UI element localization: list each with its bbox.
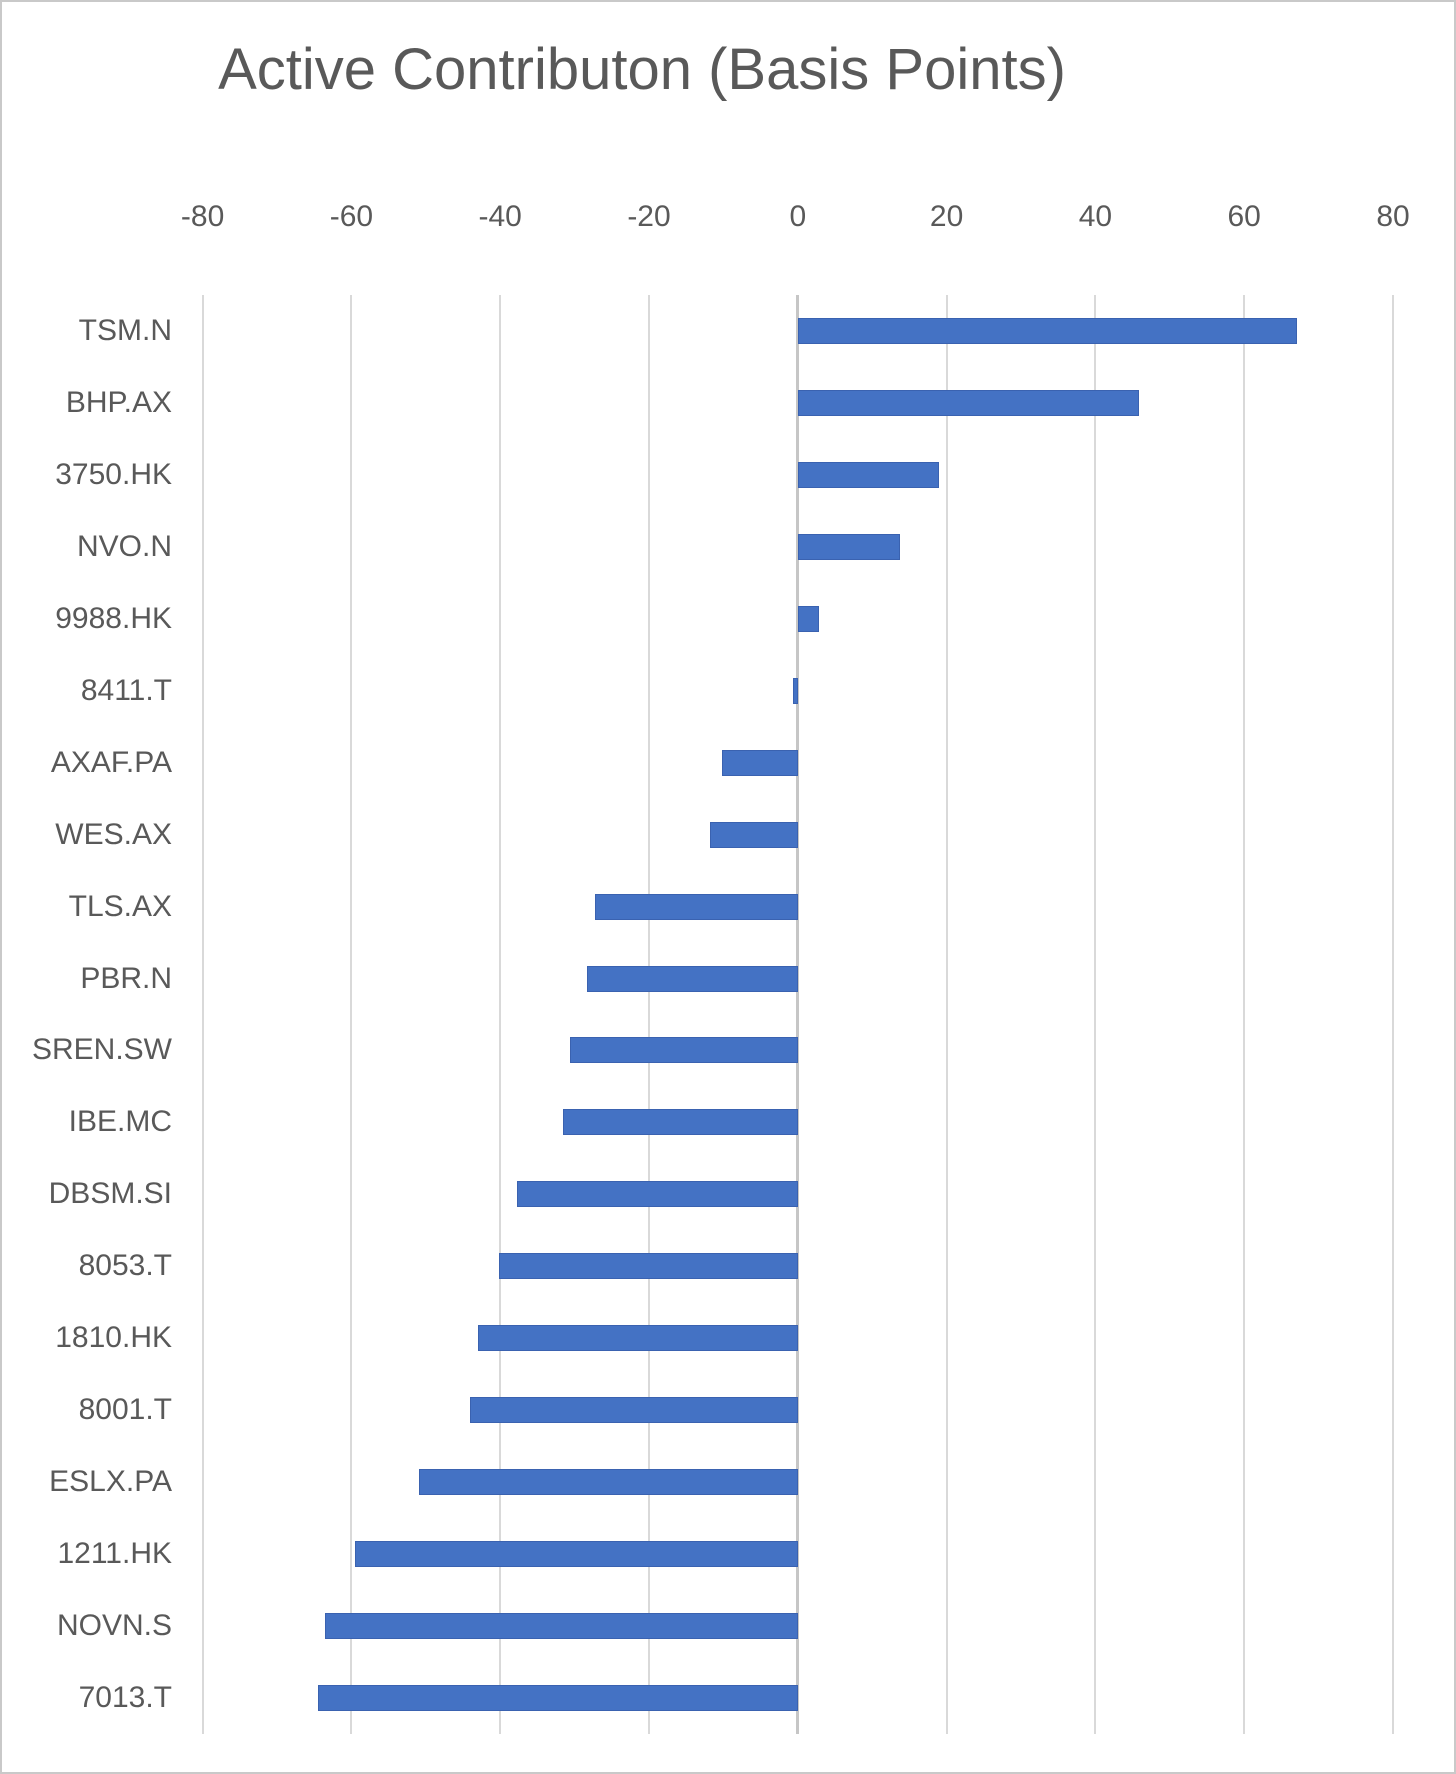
bar-DBSM.SI bbox=[516, 1181, 798, 1208]
x-axis-tick-label: -60 bbox=[329, 200, 374, 233]
gridline bbox=[201, 295, 204, 1734]
category-label: 1810.HK bbox=[55, 1321, 172, 1355]
x-axis-tick-label: 80 bbox=[1376, 200, 1410, 233]
category-label: WES.AX bbox=[55, 817, 172, 851]
category-label: IBE.MC bbox=[68, 1105, 172, 1139]
bar-NOVN.S bbox=[325, 1613, 798, 1640]
category-label: 8001.T bbox=[78, 1393, 172, 1427]
category-label: NVO.N bbox=[76, 529, 172, 563]
category-label: DBSM.SI bbox=[48, 1177, 172, 1211]
category-label: PBR.N bbox=[80, 961, 172, 995]
bar-ESLX.PA bbox=[419, 1469, 798, 1496]
category-label: 9988.HK bbox=[55, 601, 172, 635]
bar-8411.T bbox=[792, 677, 798, 704]
bar-8053.T bbox=[498, 1253, 798, 1280]
plot-area bbox=[201, 295, 1394, 1734]
x-axis-tick-label: 0 bbox=[789, 200, 807, 233]
x-axis-tick-label: -80 bbox=[180, 200, 225, 233]
bar-8001.T bbox=[470, 1397, 798, 1424]
bar-WES.AX bbox=[710, 821, 798, 848]
bar-1211.HK bbox=[355, 1541, 798, 1568]
bar-AXAF.PA bbox=[721, 749, 798, 776]
category-label: NOVN.S bbox=[56, 1609, 172, 1643]
chart-title: Active Contributon (Basis Points) bbox=[218, 37, 1066, 102]
bar-SREN.SW bbox=[570, 1037, 798, 1064]
bar-1810.HK bbox=[477, 1325, 798, 1352]
bar-TSM.N bbox=[797, 317, 1297, 344]
category-label: ESLX.PA bbox=[49, 1465, 172, 1499]
gridline bbox=[1243, 295, 1246, 1734]
bar-BHP.AX bbox=[797, 389, 1139, 416]
category-label: 3750.HK bbox=[55, 457, 172, 491]
category-label: TSM.N bbox=[78, 313, 172, 347]
category-label: 7013.T bbox=[78, 1681, 172, 1715]
gridline bbox=[647, 295, 650, 1734]
category-label: TLS.AX bbox=[68, 889, 172, 923]
x-axis-tick-label: -40 bbox=[478, 200, 522, 233]
bar-NVO.N bbox=[797, 533, 900, 560]
bar-9988.HK bbox=[797, 605, 820, 632]
category-label: 1211.HK bbox=[57, 1537, 172, 1571]
category-label: 8053.T bbox=[78, 1249, 172, 1283]
gridline bbox=[350, 295, 353, 1734]
gridline bbox=[1094, 295, 1097, 1734]
x-axis-tick-label: 40 bbox=[1078, 200, 1113, 233]
bar-3750.HK bbox=[797, 461, 940, 488]
gridline bbox=[1391, 295, 1394, 1734]
category-label: AXAF.PA bbox=[50, 745, 172, 779]
category-label: BHP.AX bbox=[65, 385, 172, 419]
category-label: SREN.SW bbox=[31, 1033, 172, 1067]
category-label: 8411.T bbox=[80, 673, 172, 707]
gridline bbox=[499, 295, 502, 1734]
x-axis-tick-label: -20 bbox=[627, 200, 671, 233]
bar-PBR.N bbox=[587, 965, 798, 992]
x-axis-tick-label: 60 bbox=[1227, 200, 1261, 233]
bar-IBE.MC bbox=[562, 1109, 798, 1136]
bar-TLS.AX bbox=[595, 893, 798, 920]
x-axis-tick-label: 20 bbox=[929, 200, 964, 233]
zero-axis-line bbox=[796, 295, 800, 1734]
gridline bbox=[945, 295, 948, 1734]
bar-7013.T bbox=[317, 1685, 798, 1712]
